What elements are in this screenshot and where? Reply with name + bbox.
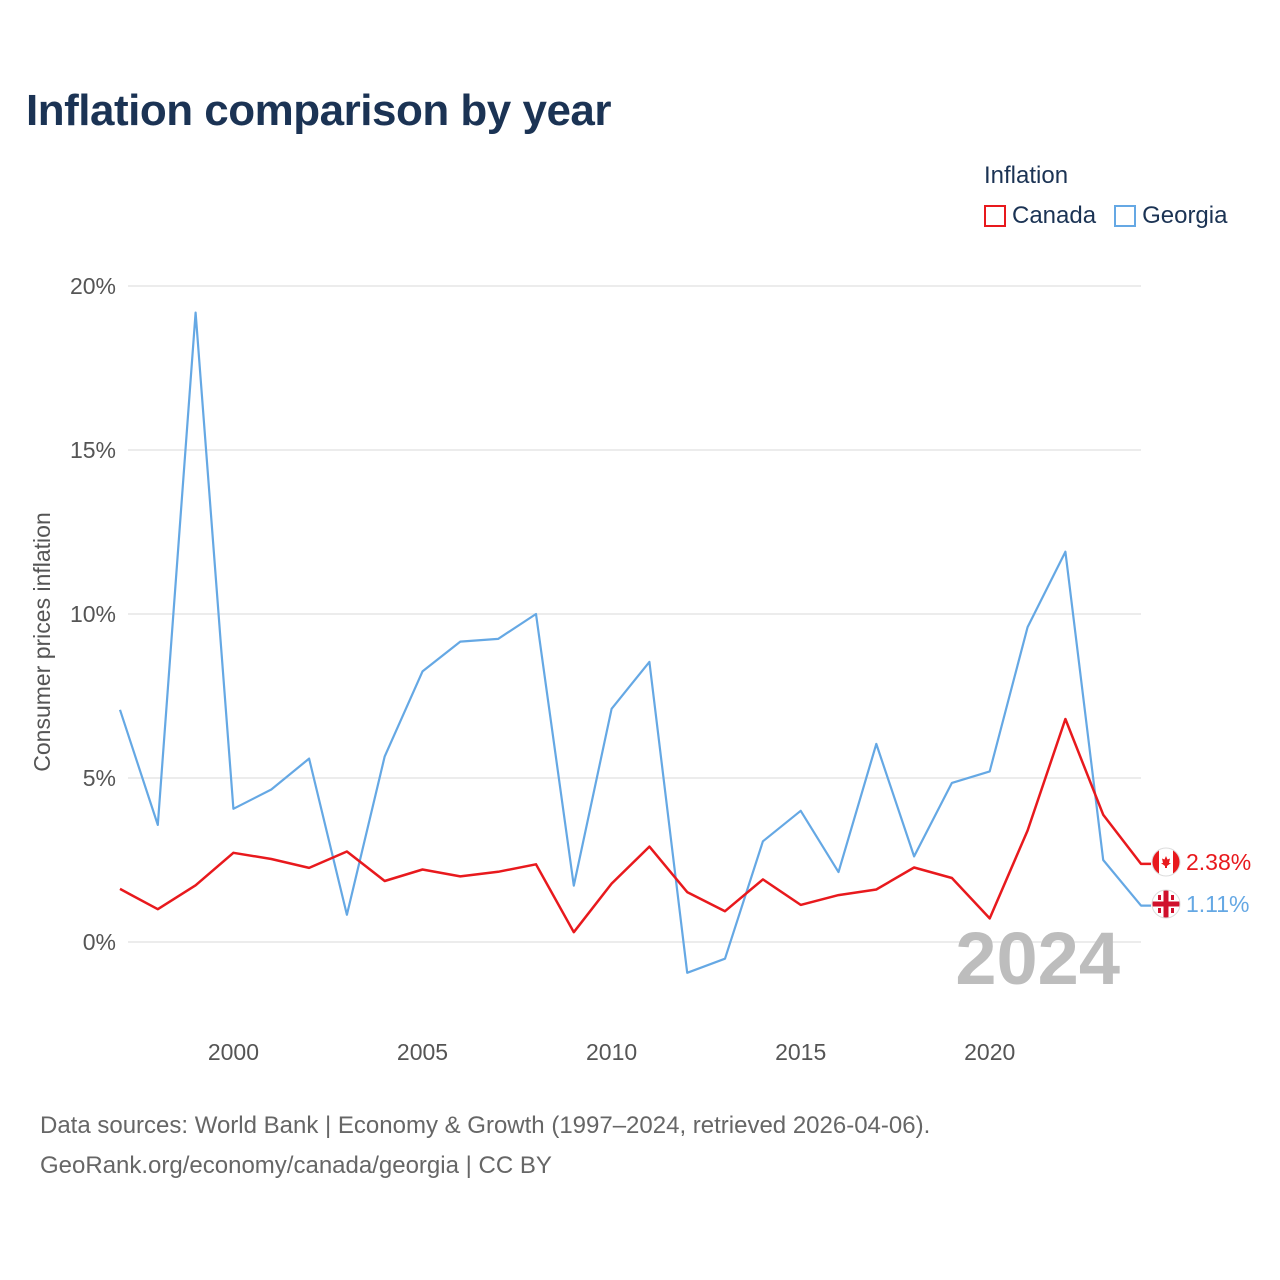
legend-item-georgia[interactable]: Georgia: [1114, 202, 1227, 230]
source-line-2: GeoRank.org/economy/canada/georgia | CC …: [40, 1152, 552, 1179]
legend: Inflation Canada Georgia: [984, 162, 1245, 230]
current-year-watermark: 2024: [955, 917, 1120, 1000]
x-tick-label: 2020: [964, 1039, 1015, 1065]
y-tick-label: 15%: [70, 437, 116, 463]
legend-label-georgia: Georgia: [1142, 202, 1228, 229]
x-tick-label: 2015: [775, 1039, 826, 1065]
y-tick-label: 0%: [83, 929, 116, 955]
source-line-1: Data sources: World Bank | Economy & Gro…: [40, 1112, 931, 1139]
legend-items: Canada Georgia: [984, 202, 1245, 230]
source-note: Data sources: World Bank | Economy & Gro…: [40, 1106, 930, 1186]
series-lines: [118, 311, 1151, 974]
end-markers: 2.38% 1.11%: [1151, 847, 1251, 919]
y-tick-label: 10%: [70, 601, 116, 627]
y-tick-labels: 0% 5% 10% 15% 20%: [70, 273, 116, 955]
canada-end-label: 2.38%: [1186, 849, 1251, 875]
x-tick-label: 2000: [208, 1039, 259, 1065]
y-axis-title: Consumer prices inflation: [29, 512, 55, 772]
legend-item-canada[interactable]: Canada: [984, 202, 1096, 230]
line-chart: 0% 5% 10% 15% 20% 2000 2005 2010 2015 2020 Consu…: [29, 273, 1251, 1065]
grid-lines: [128, 285, 1141, 943]
x-tick-label: 2010: [586, 1039, 637, 1065]
x-tick-label: 2005: [397, 1039, 448, 1065]
y-tick-label: 20%: [70, 273, 116, 299]
series-line-canada[interactable]: [119, 717, 1151, 934]
chart-title: Inflation comparison by year: [26, 86, 612, 135]
canada-flag-icon: [1151, 847, 1181, 877]
y-tick-label: 5%: [83, 765, 116, 791]
georgia-flag-icon: [1151, 889, 1181, 919]
legend-swatch-canada: [984, 205, 1006, 227]
x-tick-labels: 2000 2005 2010 2015 2020: [208, 1039, 1015, 1065]
legend-swatch-georgia: [1114, 205, 1137, 227]
georgia-end-label: 1.11%: [1186, 891, 1250, 917]
legend-label-canada: Canada: [1012, 202, 1097, 229]
legend-title: Inflation: [984, 162, 1069, 189]
series-line-georgia[interactable]: [118, 311, 1151, 974]
